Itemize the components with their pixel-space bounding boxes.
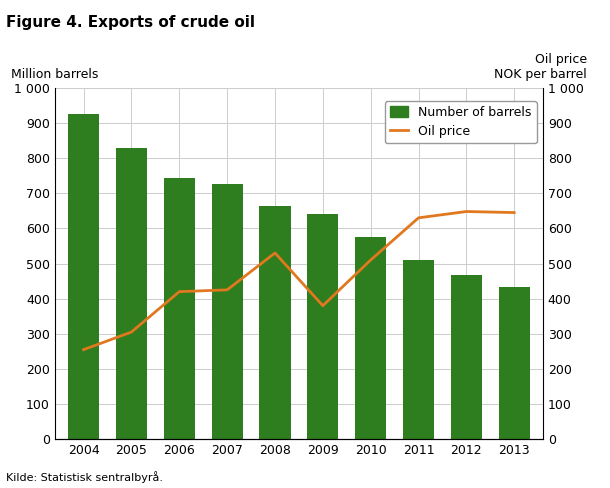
Bar (212, 184, 243, 439)
Text: Million barrels: Million barrels (11, 68, 98, 81)
Bar (355, 237, 386, 439)
Text: Oil price
NOK per barrel: Oil price NOK per barrel (494, 53, 587, 81)
Bar (498, 287, 529, 439)
Bar (307, 214, 339, 439)
Bar (116, 147, 147, 439)
Bar (451, 275, 482, 439)
Text: Figure 4. Exports of crude oil: Figure 4. Exports of crude oil (6, 15, 255, 30)
Bar (163, 179, 195, 439)
Bar (403, 260, 434, 439)
Legend: Number of barrels, Oil price: Number of barrels, Oil price (384, 101, 537, 143)
Bar (68, 114, 99, 439)
Text: Kilde: Statistisk sentralbyrå.: Kilde: Statistisk sentralbyrå. (6, 471, 163, 483)
Bar (259, 205, 290, 439)
